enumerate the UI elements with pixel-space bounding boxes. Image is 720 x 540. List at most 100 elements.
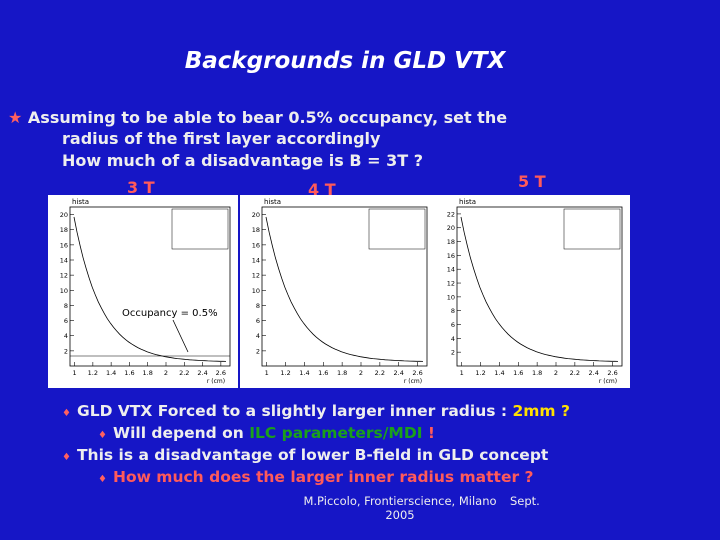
intro-line: radius of the first layer accordingly (62, 129, 381, 148)
y-tick-label: 20 (252, 211, 260, 219)
stats-box (563, 208, 621, 250)
x-tick-label: 1 (73, 369, 77, 377)
y-tick-label: 6 (64, 317, 68, 325)
x-tick-label: 1.8 (143, 369, 153, 377)
y-tick-label: 20 (447, 224, 455, 232)
y-tick-label: 2 (64, 347, 68, 355)
intro-text: Assuming to be able to bear 0.5% occupan… (27, 108, 508, 127)
stats-box (171, 208, 229, 250)
plot-label: 5 T (518, 172, 546, 191)
plot-label: 3 T (127, 178, 155, 197)
bullet-highlight: ILC parameters/MDI (249, 424, 423, 442)
x-axis-label: r (cm) (404, 378, 422, 385)
x-tick-label: 2 (554, 369, 558, 377)
y-tick-label: 8 (451, 307, 455, 315)
slide-title: Backgrounds in GLD VTX (184, 48, 506, 74)
plot-frame (456, 206, 623, 367)
x-tick-label: 2 (164, 369, 168, 377)
bullet-text: Will depend on (112, 424, 250, 442)
y-tick-label: 22 (447, 210, 455, 218)
plot-header: hista (459, 198, 476, 206)
x-tick-label: 1.4 (106, 369, 116, 377)
x-tick-label: 1 (265, 369, 269, 377)
x-tick-label: 1.6 (513, 369, 523, 377)
y-tick-label: 18 (60, 226, 68, 234)
plot-frame (69, 206, 231, 367)
y-tick-label: 14 (60, 257, 68, 265)
plot-header: hista (72, 198, 89, 206)
footer-date: Sept. (510, 494, 540, 508)
y-tick-label: 16 (447, 252, 455, 260)
x-tick-label: 2.4 (589, 369, 599, 377)
x-tick-label: 1.2 (88, 369, 98, 377)
bullet-star: ★ (8, 108, 28, 127)
footer-line: M.Piccolo, Frontierscience, Milano (303, 494, 497, 508)
x-tick-label: 1.2 (280, 369, 290, 377)
y-tick-label: 14 (447, 266, 455, 274)
x-tick-label: 2.6 (607, 369, 617, 377)
intro-line: ★ Assuming to be able to bear 0.5% occup… (8, 108, 507, 127)
x-tick-label: 1.6 (124, 369, 134, 377)
annotation-arrow (172, 319, 189, 353)
y-tick-label: 18 (447, 238, 455, 246)
bullet-tail: ! (422, 424, 435, 442)
y-tick-label: 16 (60, 241, 68, 249)
y-tick-label: 18 (252, 226, 260, 234)
y-tick-label: 12 (447, 280, 455, 288)
y-tick-label: 6 (256, 317, 260, 325)
x-tick-label: 2 (359, 369, 363, 377)
y-tick-label: 4 (256, 332, 260, 340)
x-tick-label: 1.8 (337, 369, 347, 377)
plot-label: 4 T (308, 180, 336, 199)
y-tick-label: 8 (64, 302, 68, 310)
y-tick-label: 10 (60, 287, 68, 295)
annotation: Occupancy = 0.5% (122, 308, 218, 319)
x-tick-label: 1.6 (318, 369, 328, 377)
y-tick-label: 16 (252, 241, 260, 249)
x-tick-label: 1.4 (299, 369, 309, 377)
x-axis-label: r (cm) (207, 378, 225, 385)
plot-frame (261, 206, 428, 367)
y-tick-label: 10 (447, 293, 455, 301)
stats-box (368, 208, 426, 250)
sub-bullet: ♦ How much does the larger inner radius m… (98, 468, 534, 486)
x-tick-label: 2.6 (216, 369, 226, 377)
x-tick-label: 1.4 (494, 369, 504, 377)
x-tick-label: 2.6 (412, 369, 422, 377)
sub-bullet: ♦ Will depend on ILC parameters/MDI ! (98, 424, 435, 442)
y-tick-label: 4 (64, 332, 68, 340)
y-tick-label: 2 (256, 347, 260, 355)
y-tick-label: 2 (451, 349, 455, 357)
x-tick-label: 2.2 (570, 369, 580, 377)
x-tick-label: 1.2 (475, 369, 485, 377)
x-tick-label: 2.2 (179, 369, 189, 377)
y-tick-label: 10 (252, 287, 260, 295)
bullet-text: How much does the larger inner radius ma… (112, 468, 534, 486)
bullet: ♦ GLD VTX Forced to a slightly larger inn… (62, 402, 570, 420)
y-tick-label: 12 (60, 272, 68, 280)
x-tick-label: 2.2 (375, 369, 385, 377)
y-tick-label: 6 (451, 321, 455, 329)
x-tick-label: 2.4 (394, 369, 404, 377)
x-tick-label: 1.8 (532, 369, 542, 377)
fit-curve (265, 216, 424, 362)
y-tick-label: 4 (451, 335, 455, 343)
footer-line: 2005 (385, 508, 415, 522)
y-tick-label: 8 (256, 302, 260, 310)
intro-line: How much of a disadvantage is B = 3T ? (62, 151, 423, 170)
y-tick-label: 12 (252, 272, 260, 280)
bullet-text: This is a disadvantage of lower B-field … (76, 446, 549, 464)
plot-header: hista (264, 198, 281, 206)
fit-curve (460, 216, 619, 362)
footer-author: M.Piccolo, Frontierscience, Milano 2005 (300, 494, 500, 522)
x-axis-label: r (cm) (599, 378, 617, 385)
fit-curve (73, 216, 227, 362)
x-tick-label: 1 (460, 369, 464, 377)
bullet-text: GLD VTX Forced to a slightly larger inne… (76, 402, 513, 420)
y-tick-label: 14 (252, 257, 260, 265)
bullet-highlight: 2mm ? (512, 402, 570, 420)
bullet: ♦ This is a disadvantage of lower B-field… (62, 446, 549, 464)
y-tick-label: 20 (60, 211, 68, 219)
